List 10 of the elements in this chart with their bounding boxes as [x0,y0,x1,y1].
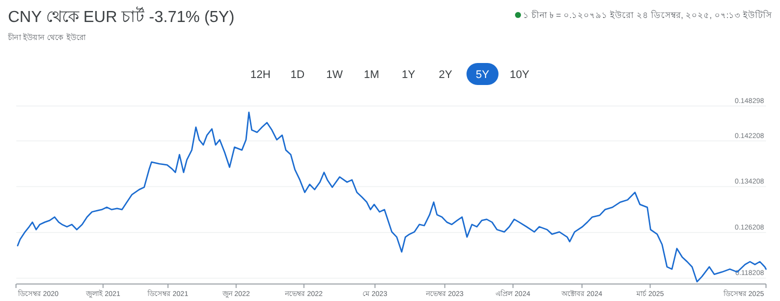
text: 1D [290,69,305,81]
text: 1Y [402,69,416,81]
text: ১ চীনা ৳ = ০.১২০৭৯১ ইউরো ২৪ ডিসেম্বর, ২০২৫, ০৭:১৩ ইউটিসি [522,9,773,20]
text: 10Y [510,69,530,81]
text: 1W [326,69,344,81]
text: 12H [250,69,271,81]
text: 5Y [476,69,490,81]
text: 2Y [438,69,453,81]
chart-title: CNY থেকে EUR চার্ট -3.71% (5Y) [8,7,234,26]
text: 1M [364,69,380,81]
